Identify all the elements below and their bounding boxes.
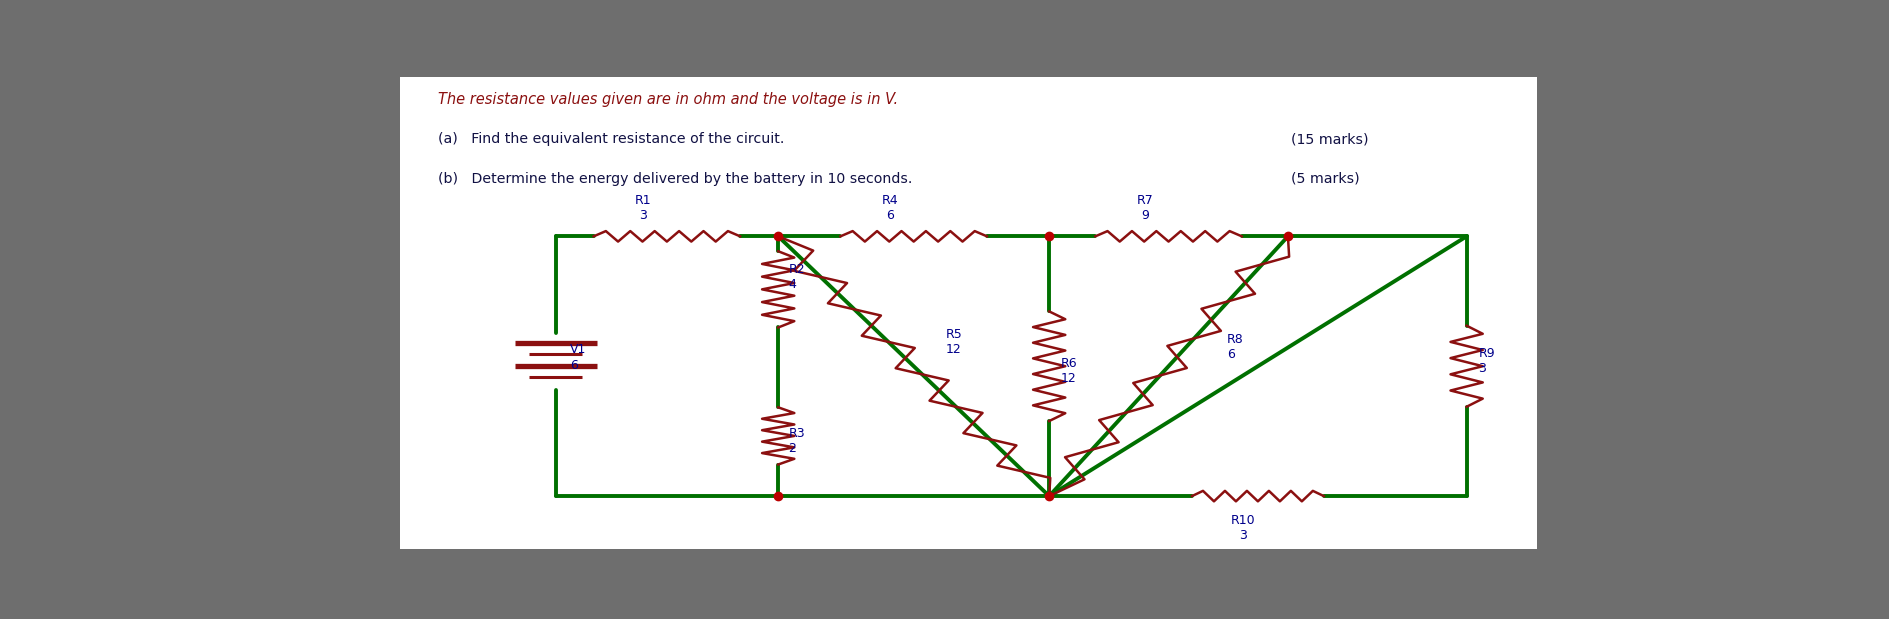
Text: R1
3: R1 3	[635, 194, 652, 222]
Text: (15 marks): (15 marks)	[1290, 132, 1368, 147]
Text: R3
2: R3 2	[788, 426, 805, 455]
Text: (b)   Determine the energy delivered by the battery in 10 seconds.: (b) Determine the energy delivered by th…	[438, 171, 912, 186]
Text: (a)   Find the equivalent resistance of the circuit.: (a) Find the equivalent resistance of th…	[438, 132, 784, 147]
Text: R8
6: R8 6	[1226, 333, 1243, 361]
FancyBboxPatch shape	[400, 77, 1536, 548]
Text: R10
3: R10 3	[1230, 514, 1254, 542]
Text: R2
4: R2 4	[788, 264, 805, 292]
Text: (5 marks): (5 marks)	[1290, 171, 1358, 186]
Text: V1: V1	[570, 343, 586, 356]
Text: R5
12: R5 12	[944, 329, 962, 357]
Text: 6: 6	[570, 358, 578, 371]
Text: R7
9: R7 9	[1135, 194, 1152, 222]
Text: R9
3: R9 3	[1477, 347, 1494, 376]
Text: R4
6: R4 6	[882, 194, 897, 222]
Text: The resistance values given are in ohm and the voltage is in V.: The resistance values given are in ohm a…	[438, 92, 897, 107]
Text: R6
12: R6 12	[1060, 357, 1077, 385]
